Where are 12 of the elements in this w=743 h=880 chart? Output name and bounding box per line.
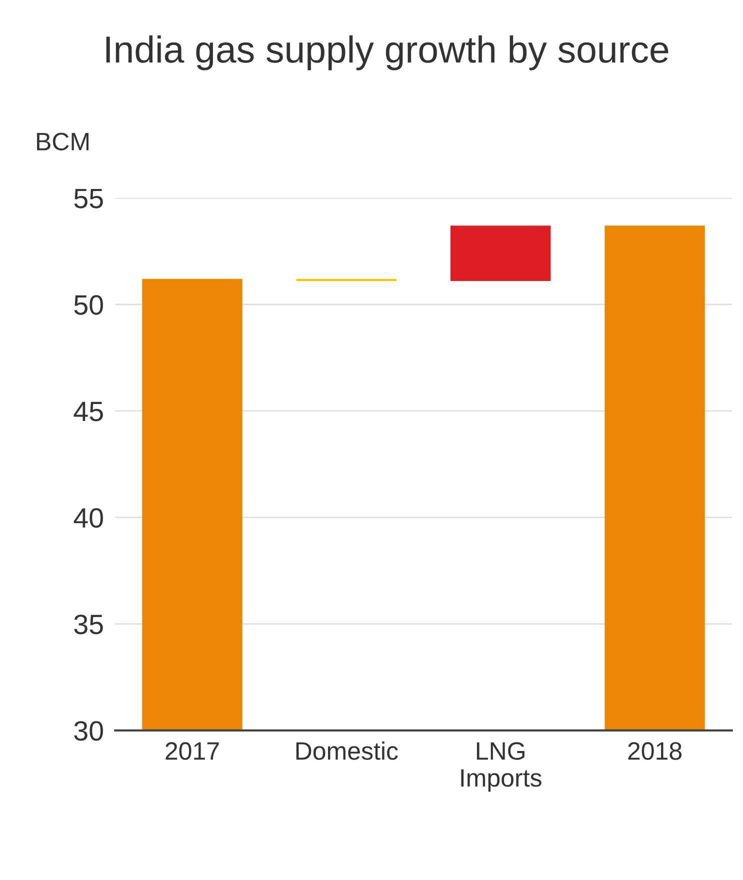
x-tick-label: LNG Imports: [461, 742, 542, 792]
y-tick-label: 40: [74, 508, 103, 528]
x-tick-label: 2017: [166, 742, 219, 760]
y-tick-label: 30: [74, 721, 103, 741]
chart-title: India gas supply growth by source: [106, 35, 668, 70]
x-tick-label: 2018: [628, 742, 682, 760]
y-axis-title: BCM: [37, 132, 88, 150]
y-tick-label: 55: [74, 188, 103, 208]
y-tick-label: 45: [74, 402, 103, 422]
y-tick-label: 50: [74, 295, 103, 315]
y-tick-label: 35: [74, 614, 103, 634]
x-tick-label: Domestic: [296, 742, 398, 760]
